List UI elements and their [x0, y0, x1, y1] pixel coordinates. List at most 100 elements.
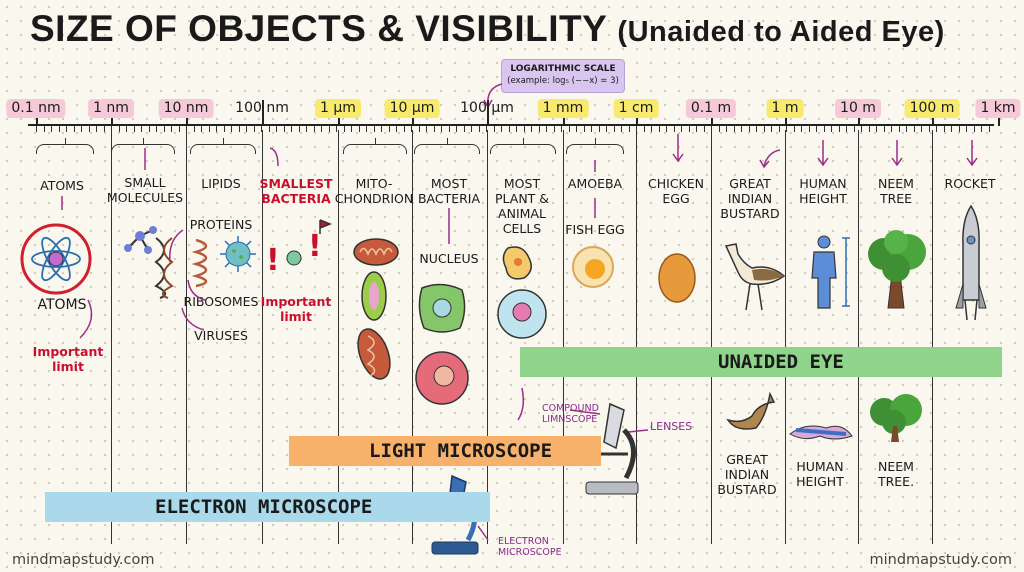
scale-divider	[785, 130, 786, 544]
minor-tick	[583, 126, 585, 132]
scale-tick	[487, 100, 489, 126]
minor-tick	[718, 126, 720, 132]
label-lenses: LENSES	[650, 420, 693, 433]
minor-tick	[853, 126, 855, 132]
minor-tick	[928, 126, 930, 132]
brace-small-molecules	[111, 138, 175, 154]
minor-tick	[606, 126, 607, 132]
minor-tick	[163, 126, 165, 132]
minor-tick	[906, 126, 907, 132]
minor-tick	[313, 126, 315, 132]
minor-tick	[831, 126, 832, 132]
minor-tick	[223, 126, 225, 132]
scale-divider	[262, 130, 263, 544]
brace-amoeba	[566, 138, 624, 154]
minor-tick	[486, 126, 487, 132]
minor-tick	[403, 126, 405, 132]
human-icon	[811, 235, 850, 309]
label-chicken-egg: CHICKEN EGG	[648, 176, 704, 206]
minor-tick	[801, 126, 802, 132]
lipid-bilayer-icon	[154, 237, 174, 299]
minor-tick	[253, 126, 255, 132]
minor-tick	[126, 126, 127, 132]
log-scale-example: (example: log₅ (−−x) = 3)	[507, 76, 619, 86]
exclamation-icon: ! !	[266, 219, 333, 278]
minor-tick	[186, 126, 187, 132]
minor-tick	[283, 126, 285, 132]
scale-ruler	[28, 124, 994, 126]
minor-tick	[88, 126, 90, 132]
light-microscope-icon	[585, 402, 639, 495]
minor-tick	[171, 126, 172, 132]
scale-divider	[412, 130, 413, 544]
label-neem-lower: NEEM TREE.	[877, 459, 915, 489]
minor-tick	[508, 126, 510, 132]
label-mitochondrion: MITO- CHONDRION	[334, 176, 414, 206]
minor-tick	[351, 126, 352, 132]
label-atoms-lower: ATOMS	[37, 297, 87, 313]
minor-tick	[808, 126, 810, 132]
minor-tick	[771, 126, 772, 132]
scale-divider	[186, 130, 187, 544]
minor-tick	[193, 126, 195, 132]
scale-label: 100 nm	[235, 100, 289, 116]
minor-tick	[433, 126, 435, 132]
scale-divider	[338, 130, 339, 544]
minor-tick	[471, 126, 472, 132]
scale-label: 1 cm	[613, 99, 659, 118]
minor-tick	[381, 126, 382, 132]
minor-tick	[778, 126, 780, 132]
log-scale-heading: LOGARITHMIC SCALE	[510, 64, 616, 74]
minor-tick	[456, 126, 457, 132]
minor-tick	[696, 126, 697, 132]
minor-tick	[501, 126, 502, 132]
svg-text:!: !	[266, 243, 280, 278]
human-lower-icon	[789, 425, 853, 440]
minor-tick	[36, 126, 37, 132]
minor-tick	[943, 126, 945, 132]
minor-tick	[58, 126, 60, 132]
minor-tick	[861, 126, 862, 132]
minor-tick	[981, 126, 982, 132]
page-title: SIZE OF OBJECTS & VISIBILITY (Unaided to…	[30, 8, 945, 49]
chicken-egg-icon	[658, 253, 696, 303]
minor-tick	[921, 126, 922, 132]
minor-tick	[681, 126, 682, 132]
minor-tick	[298, 126, 300, 132]
scale-divider	[932, 130, 933, 544]
minor-tick	[73, 126, 75, 132]
cell-icon	[415, 283, 469, 405]
minor-tick	[441, 126, 442, 132]
scale-label: 0.1 nm	[6, 99, 66, 118]
minor-tick	[553, 126, 555, 132]
scale-label: 1 mm	[537, 99, 589, 118]
scale-divider	[563, 130, 564, 544]
minor-tick	[51, 126, 52, 132]
minor-tick	[118, 126, 120, 132]
minor-tick	[276, 126, 277, 132]
minor-tick	[261, 126, 262, 132]
label-viruses: VIRUSES	[194, 328, 248, 343]
label-proteins: PROTEINS	[189, 217, 253, 232]
electron-microscope-band: ELECTRON MICROSCOPE	[45, 492, 490, 522]
label-lipids: LIPIDS	[201, 176, 241, 191]
plant-animal-cell-icon	[497, 246, 547, 339]
protein-helix-icon	[191, 238, 208, 288]
minor-tick	[66, 126, 67, 132]
scale-label: 10 µm	[384, 99, 440, 118]
label-important-limit-2: Important limit	[260, 294, 332, 324]
label-human-lower: HUMAN HEIGHT	[796, 459, 844, 489]
label-important-limit-1: Important limit	[32, 344, 104, 374]
minor-tick	[448, 126, 450, 132]
minor-tick	[666, 126, 667, 132]
minor-tick	[418, 126, 420, 132]
label-smallest-bacteria: SMALLEST BACTERIA	[259, 176, 333, 206]
minor-tick	[133, 126, 135, 132]
minor-tick	[216, 126, 217, 132]
minor-tick	[823, 126, 825, 132]
brace-plant-animal-cells	[490, 138, 556, 154]
neem-tree-icon	[868, 230, 926, 309]
minor-tick	[966, 126, 967, 132]
rocket-icon	[955, 204, 987, 321]
minor-tick	[426, 126, 427, 132]
